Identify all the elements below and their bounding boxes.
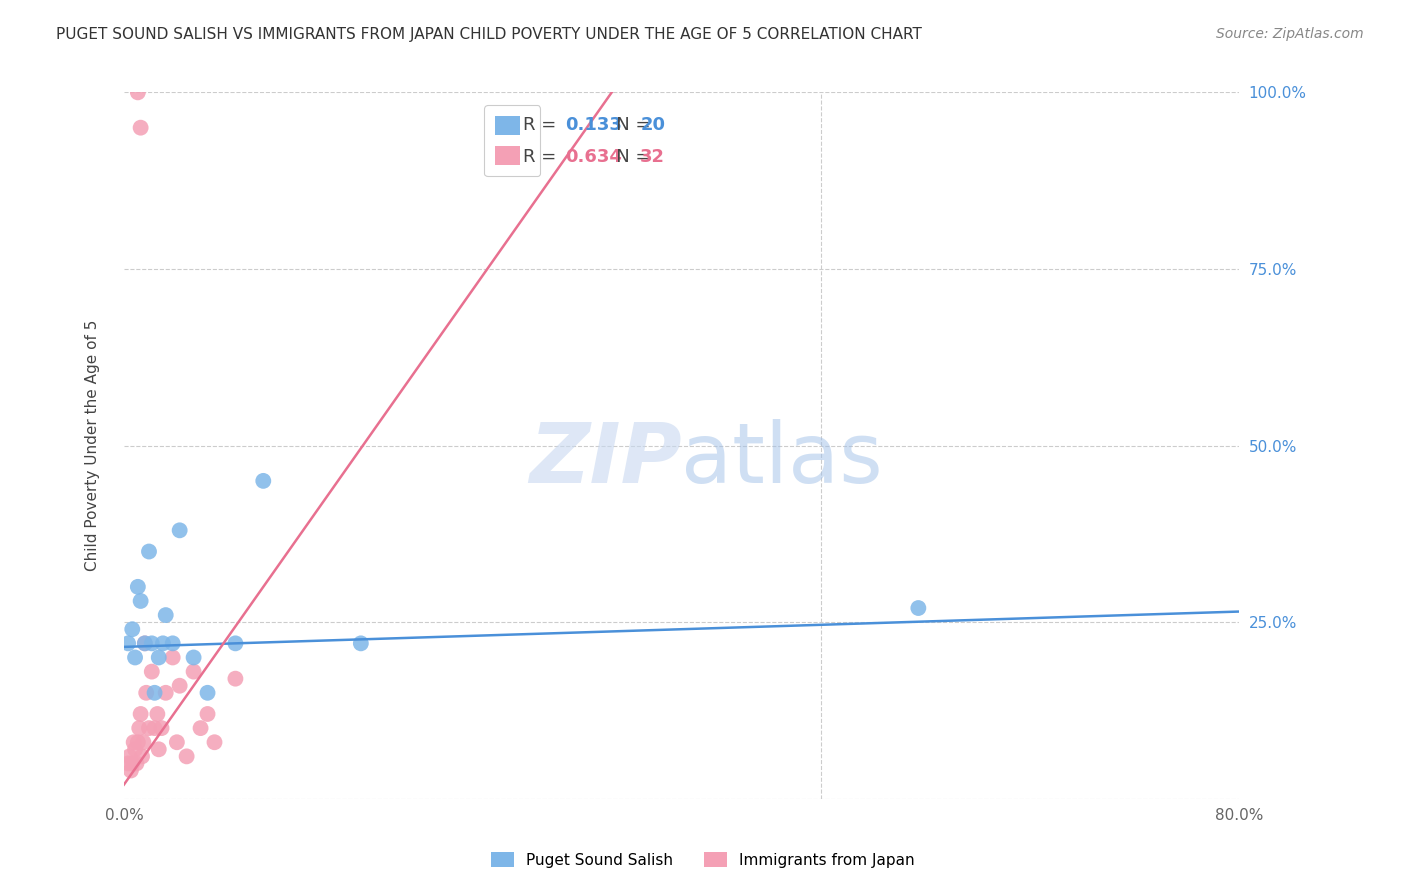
Point <box>135 686 157 700</box>
Point <box>155 686 177 700</box>
Point <box>120 764 142 778</box>
Point <box>118 749 141 764</box>
Point <box>907 601 929 615</box>
Text: R =: R = <box>523 148 562 166</box>
Point <box>127 735 149 749</box>
Point <box>143 686 166 700</box>
Point <box>152 636 174 650</box>
Point <box>129 706 152 721</box>
Point <box>162 650 184 665</box>
Point <box>150 721 173 735</box>
Y-axis label: Child Poverty Under the Age of 5: Child Poverty Under the Age of 5 <box>86 320 100 571</box>
Point <box>129 594 152 608</box>
Point <box>124 650 146 665</box>
Point <box>148 742 170 756</box>
Text: 0.634: 0.634 <box>565 148 623 166</box>
Point <box>155 608 177 623</box>
Text: N =: N = <box>599 148 657 166</box>
Text: N =: N = <box>599 116 657 134</box>
Point <box>183 665 205 679</box>
Point <box>129 120 152 135</box>
Point <box>124 742 146 756</box>
Point <box>121 622 143 636</box>
Point <box>166 735 188 749</box>
Text: PUGET SOUND SALISH VS IMMIGRANTS FROM JAPAN CHILD POVERTY UNDER THE AGE OF 5 COR: PUGET SOUND SALISH VS IMMIGRANTS FROM JA… <box>56 27 922 42</box>
Point <box>134 636 156 650</box>
Legend: Puget Sound Salish, Immigrants from Japan: Puget Sound Salish, Immigrants from Japa… <box>484 844 922 875</box>
Text: atlas: atlas <box>682 419 883 500</box>
Point <box>169 679 191 693</box>
Point <box>169 524 191 538</box>
Point <box>143 721 166 735</box>
Point <box>350 636 373 650</box>
Point <box>141 665 163 679</box>
Point <box>138 721 160 735</box>
Point <box>204 735 226 749</box>
Point <box>190 721 212 735</box>
Text: R =: R = <box>523 116 562 134</box>
Point <box>197 706 219 721</box>
Text: Source: ZipAtlas.com: Source: ZipAtlas.com <box>1216 27 1364 41</box>
Legend: , : , <box>484 105 540 177</box>
Point <box>121 756 143 771</box>
Text: 32: 32 <box>640 148 665 166</box>
Point <box>138 544 160 558</box>
Point <box>183 650 205 665</box>
Point <box>224 672 246 686</box>
Point <box>224 636 246 650</box>
Text: 20: 20 <box>640 116 665 134</box>
Point <box>132 735 155 749</box>
Point <box>197 686 219 700</box>
Point <box>134 636 156 650</box>
Point <box>125 756 148 771</box>
Point <box>176 749 198 764</box>
Point <box>127 86 149 100</box>
Point <box>131 749 153 764</box>
Text: 0.133: 0.133 <box>565 116 623 134</box>
Point <box>141 636 163 650</box>
Point <box>128 721 150 735</box>
Point <box>117 636 139 650</box>
Text: ZIP: ZIP <box>529 419 682 500</box>
Point <box>252 474 274 488</box>
Point <box>127 580 149 594</box>
Point <box>117 756 139 771</box>
Point <box>162 636 184 650</box>
Point <box>148 650 170 665</box>
Point <box>122 735 145 749</box>
Point <box>146 706 169 721</box>
